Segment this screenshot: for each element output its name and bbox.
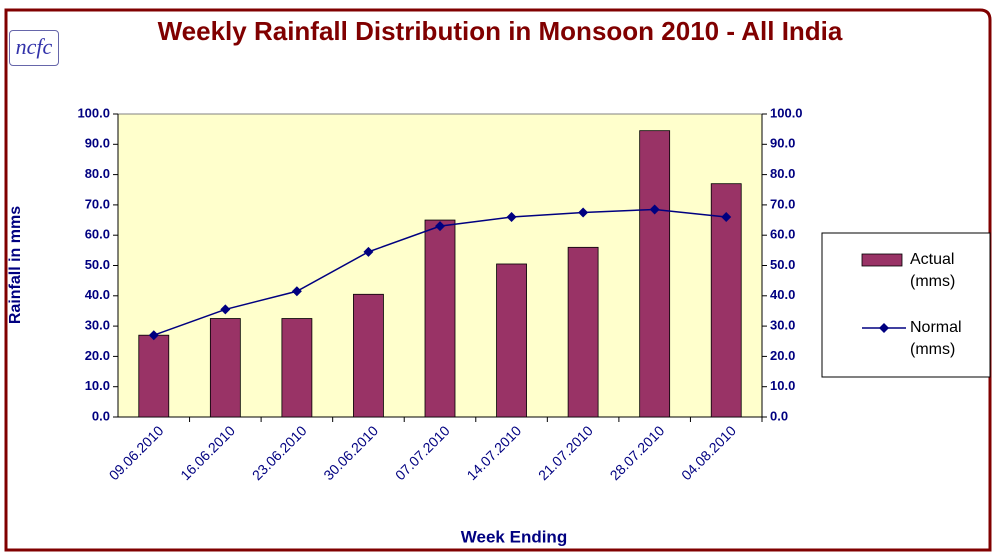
bar xyxy=(424,219,456,418)
y2-tick-label: 20.0 xyxy=(770,348,795,363)
x-axis-title: Week Ending xyxy=(461,527,567,546)
y2-tick-label: 60.0 xyxy=(770,227,795,242)
marker xyxy=(363,246,374,257)
bar xyxy=(353,293,384,418)
marker xyxy=(220,304,231,315)
logo: ncfc xyxy=(9,30,59,66)
y-tick-label: 70.0 xyxy=(85,196,110,211)
x-tick-label: 04.08.2010 xyxy=(678,422,739,483)
legend-label: Normal (mms) xyxy=(910,319,962,358)
y-tick-label: 80.0 xyxy=(85,166,110,181)
y-tick-label: 50.0 xyxy=(85,257,110,272)
x-tick-label: 21.07.2010 xyxy=(535,422,596,483)
legend-marker xyxy=(879,323,889,333)
bar xyxy=(496,263,527,418)
y-tick-label: 20.0 xyxy=(85,348,110,363)
y-tick-label: 90.0 xyxy=(85,136,110,151)
x-tick-label: 09.06.2010 xyxy=(106,422,167,483)
bar xyxy=(281,318,313,418)
bar xyxy=(138,334,170,418)
x-tick-label: 07.07.2010 xyxy=(392,422,453,483)
marker xyxy=(435,221,445,232)
y-tick-label: 40.0 xyxy=(85,287,110,302)
bar xyxy=(710,183,742,418)
x-tick-label: 14.07.2010 xyxy=(463,422,524,483)
y2-tick-label: 70.0 xyxy=(770,196,795,211)
y2-tick-label: 80.0 xyxy=(770,166,795,181)
bar xyxy=(639,130,671,418)
marker xyxy=(578,207,589,218)
x-tick-label: 23.06.2010 xyxy=(249,422,310,483)
marker xyxy=(721,212,732,223)
marker xyxy=(291,286,302,297)
marker xyxy=(649,204,660,215)
y2-tick-label: 30.0 xyxy=(770,318,795,333)
bar xyxy=(567,246,599,418)
marker xyxy=(506,212,517,223)
y-axis-title: Rainfall in mms xyxy=(7,206,24,324)
y-tick-label: 0.0 xyxy=(92,408,110,423)
x-tick-label: 30.06.2010 xyxy=(320,422,381,483)
legend-swatch xyxy=(861,253,903,267)
y-tick-label: 10.0 xyxy=(85,378,110,393)
y2-tick-label: 90.0 xyxy=(770,136,795,151)
legend-box xyxy=(821,232,991,378)
y2-tick-label: 0.0 xyxy=(770,408,788,423)
y2-tick-label: 50.0 xyxy=(770,257,795,272)
x-tick-label: 28.07.2010 xyxy=(607,422,668,483)
y2-tick-label: 40.0 xyxy=(770,287,795,302)
y-tick-label: 60.0 xyxy=(85,227,110,242)
y2-tick-label: 10.0 xyxy=(770,378,795,393)
y-tick-label: 30.0 xyxy=(85,318,110,333)
marker xyxy=(148,330,159,341)
x-tick-label: 16.06.2010 xyxy=(177,422,238,483)
legend-label: Actual (mms) xyxy=(910,251,956,290)
chart-title: Weekly Rainfall Distribution in Monsoon … xyxy=(157,16,843,46)
y-tick-label: 100.0 xyxy=(77,105,110,120)
bar xyxy=(209,318,241,418)
y2-tick-label: 100.0 xyxy=(770,105,803,120)
